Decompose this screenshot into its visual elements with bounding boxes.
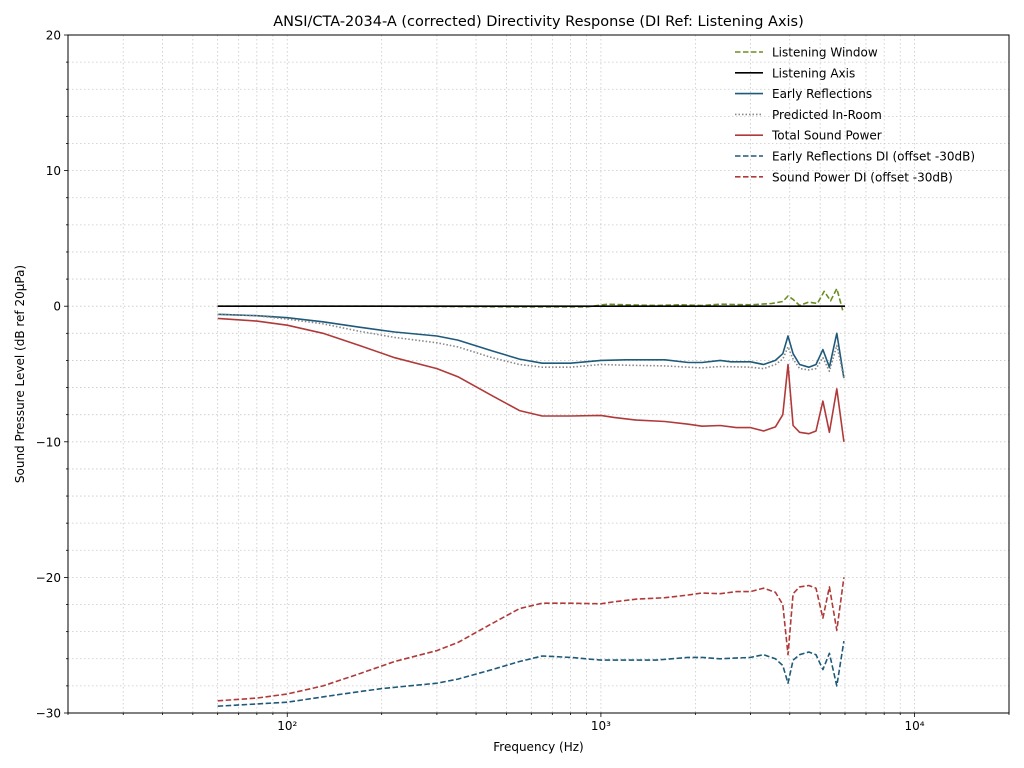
legend-label-sound-power-di-offset-30db: Sound Power DI (offset -30dB)	[772, 170, 953, 184]
y-tick-label: 0	[53, 300, 61, 314]
series-line-sound-power-di-offset-30db	[217, 577, 845, 702]
x-tick-label: 10³	[591, 719, 611, 733]
y-tick-label: −30	[36, 707, 61, 721]
legend-label-listening-axis: Listening Axis	[772, 66, 855, 80]
series-line-early-reflections-di-offset-30db	[217, 640, 845, 707]
legend: Listening Window Listening Axis Early Refl…	[735, 46, 975, 184]
y-tick-label: 20	[46, 29, 61, 43]
legend-label-early-reflections-di-offset-30db: Early Reflections DI (offset -30dB)	[772, 150, 975, 164]
y-tick-label: −20	[36, 571, 61, 585]
series-line-early-reflections	[217, 313, 845, 379]
plot-area-frame	[67, 34, 1010, 714]
series-line-total-sound-power	[217, 317, 845, 442]
series-lines	[217, 287, 845, 707]
x-tick-label: 10⁴	[905, 719, 925, 733]
axis-ticks: 10² 10³ 10⁴ −30 −20 −10 0 10 20	[36, 29, 1010, 733]
x-tick-label: 10²	[277, 719, 297, 733]
y-axis-label: Sound Pressure Level (dB ref 20µPa)	[13, 265, 27, 483]
legend-label-listening-window: Listening Window	[772, 46, 878, 60]
legend-label-early-reflections: Early Reflections	[772, 87, 872, 101]
chart-title: ANSI/CTA-2034-A (corrected) Directivity …	[273, 14, 804, 30]
legend-label-total-sound-power: Total Sound Power	[771, 129, 882, 143]
series-line-predicted-in-room	[217, 313, 845, 379]
y-tick-label: −10	[36, 435, 61, 449]
y-tick-label: 10	[46, 164, 61, 178]
x-axis-label: Frequency (Hz)	[493, 740, 584, 754]
legend-label-predicted-in-room: Predicted In-Room	[772, 108, 882, 122]
